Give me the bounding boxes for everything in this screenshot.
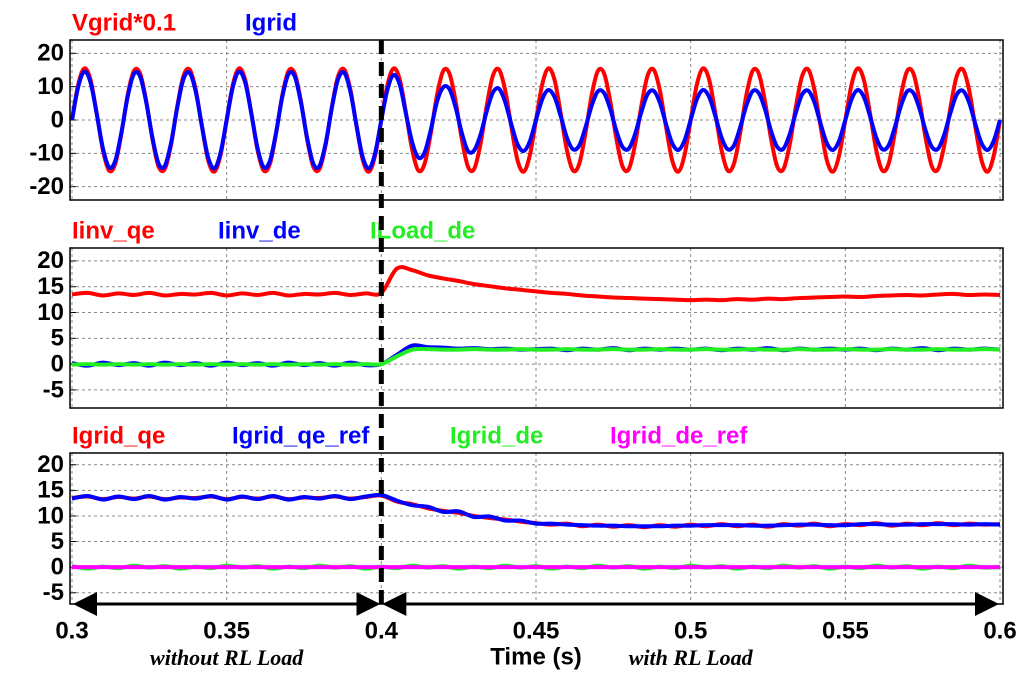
y-tick-label: 20 bbox=[37, 451, 64, 478]
y-tick-label: 0 bbox=[51, 350, 64, 377]
legend-entry: Igrid_qe_ref bbox=[232, 422, 370, 449]
legend-entry: Igrid_de_ref bbox=[610, 422, 748, 449]
x-tick-label: 0.4 bbox=[365, 617, 399, 644]
y-tick-label: 10 bbox=[37, 73, 64, 100]
legend-entry: Vgrid*0.1 bbox=[72, 9, 176, 36]
x-axis-label: Time (s) bbox=[490, 643, 582, 670]
x-tick-label: 0.5 bbox=[674, 617, 707, 644]
y-tick-label: 5 bbox=[51, 325, 64, 352]
y-tick-label: 0 bbox=[51, 106, 64, 133]
series-line bbox=[71, 346, 1001, 367]
series-line bbox=[71, 492, 1001, 529]
y-tick-label: -20 bbox=[29, 173, 64, 200]
y-tick-label: 15 bbox=[37, 477, 64, 504]
subplot: 20 10 0 -10 -20 Vgrid*0.1 Igrid bbox=[29, 9, 1004, 201]
legend-entry: ILoad_de bbox=[370, 217, 475, 244]
x-tick-label: 0.6 bbox=[983, 617, 1016, 644]
x-tick-label: 0.3 bbox=[55, 617, 88, 644]
x-tick-label: 0.35 bbox=[203, 617, 250, 644]
y-tick-label: 0 bbox=[51, 553, 64, 580]
legend-entry: Igrid_qe bbox=[72, 422, 165, 449]
y-tick-label: -5 bbox=[43, 579, 64, 606]
legend-entry: Igrid bbox=[245, 9, 297, 36]
annotation: with RL Load bbox=[629, 645, 754, 670]
x-tick-label: 0.45 bbox=[513, 617, 560, 644]
legend-entry: Iinv_qe bbox=[72, 217, 155, 244]
series-line bbox=[70, 69, 1002, 171]
y-tick-label: 20 bbox=[37, 247, 64, 274]
annotation: without RL Load bbox=[150, 645, 304, 670]
y-tick-label: -5 bbox=[43, 376, 64, 403]
plot-frame bbox=[69, 39, 1004, 201]
y-tick-label: -10 bbox=[29, 140, 64, 167]
legend-entry: Iinv_de bbox=[218, 217, 301, 244]
y-tick-label: 10 bbox=[37, 502, 64, 529]
y-tick-label: 5 bbox=[51, 528, 64, 555]
series-line bbox=[71, 265, 1001, 303]
y-tick-label: 10 bbox=[37, 299, 64, 326]
legend-entry: Igrid_de bbox=[450, 422, 543, 449]
x-tick-label: 0.55 bbox=[822, 617, 869, 644]
y-tick-label: 15 bbox=[37, 273, 64, 300]
y-tick-label: 20 bbox=[37, 40, 64, 67]
plot-frame bbox=[69, 247, 1004, 409]
